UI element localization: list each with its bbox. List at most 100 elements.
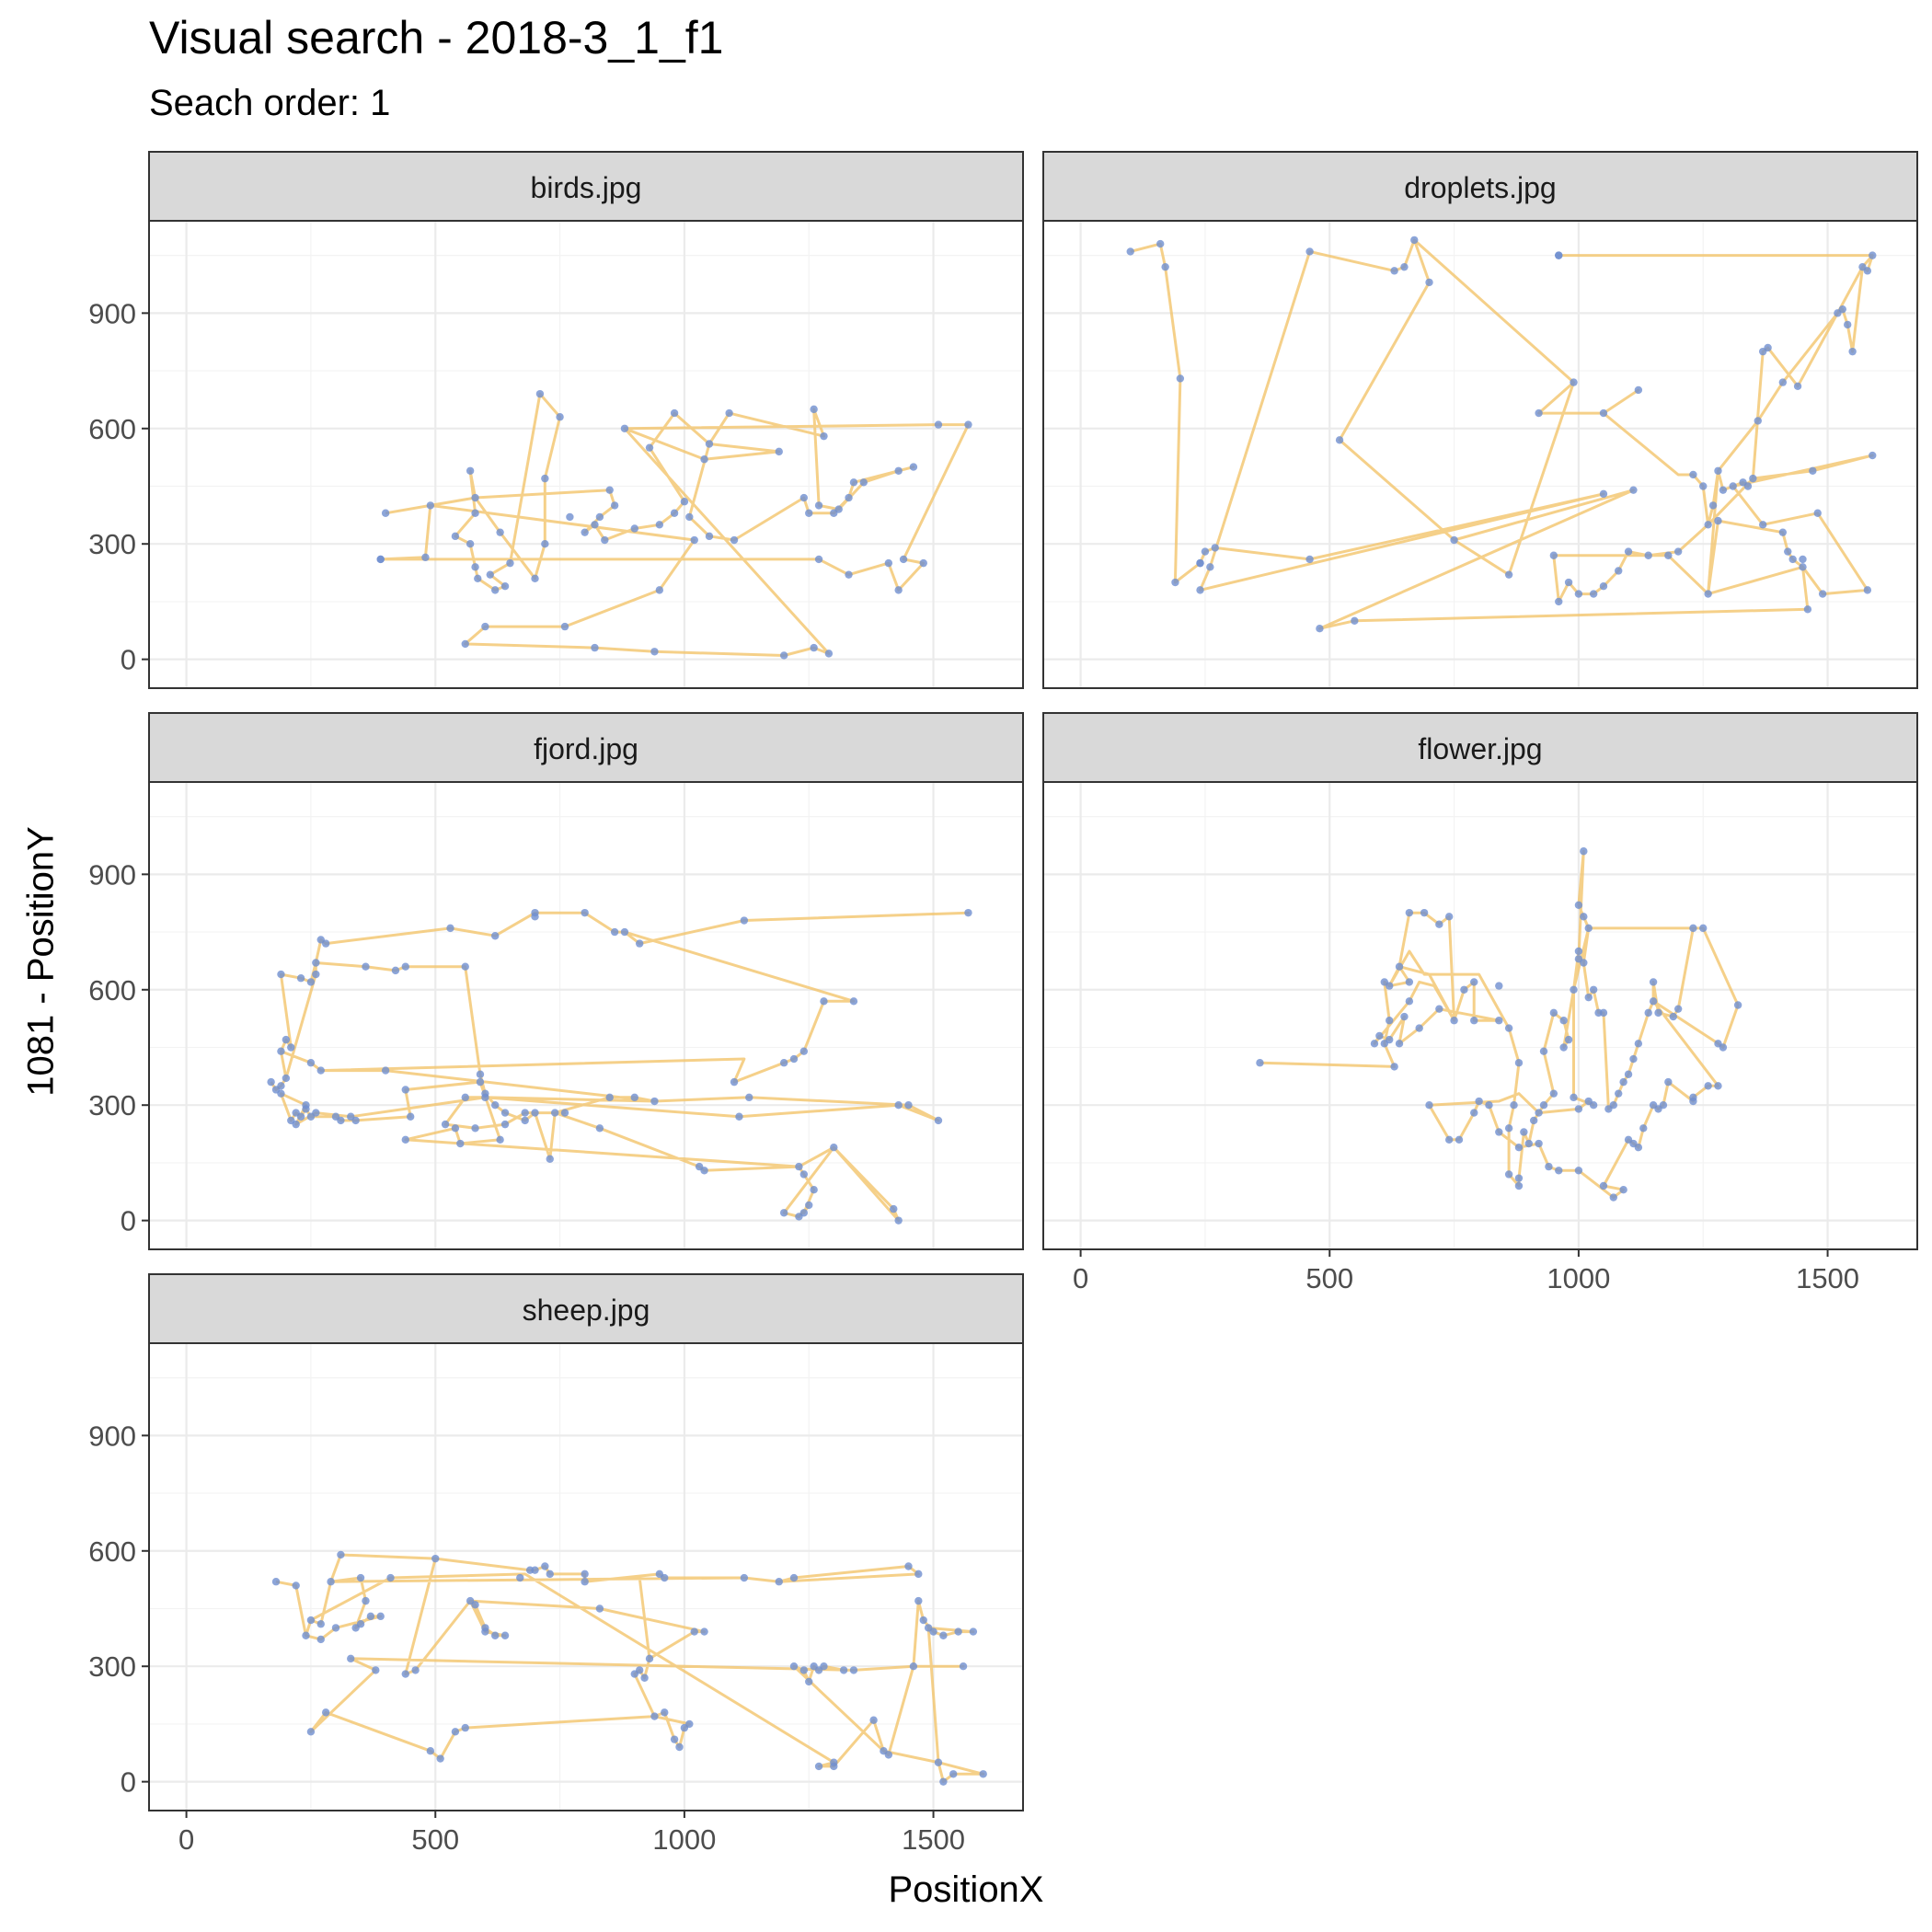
fixation-point <box>890 1204 898 1213</box>
fixation-point <box>471 563 479 571</box>
panel-birds: birds.jpg 0 300 600 900 <box>88 151 1024 689</box>
fixation-point <box>1470 978 1478 986</box>
fixation-point <box>740 1573 749 1582</box>
panel-droplets: droplets.jpg <box>1042 151 1918 689</box>
fixation-point <box>426 501 435 510</box>
fixation-point <box>296 974 305 983</box>
fixation-point <box>1206 563 1214 571</box>
fixation-point <box>1444 913 1454 921</box>
fixation-point <box>1400 262 1409 271</box>
fixation-point <box>1838 305 1847 314</box>
fixation-point <box>610 927 619 937</box>
fixation-point <box>775 1578 783 1586</box>
fixation-point <box>337 1550 345 1559</box>
fixation-point <box>306 1616 316 1625</box>
fixation-point <box>610 501 619 510</box>
fixation-point <box>1799 555 1807 564</box>
fixation-point <box>1793 382 1802 390</box>
fixation-point <box>1589 1101 1598 1110</box>
fixation-point <box>1704 590 1712 598</box>
fixation-point <box>849 478 858 487</box>
fixation-point <box>1599 1008 1608 1018</box>
fixation-point <box>919 1616 927 1625</box>
fixation-point <box>1634 385 1643 395</box>
fixation-point <box>474 574 482 583</box>
fixation-point <box>810 643 818 652</box>
fixation-point <box>1405 908 1414 917</box>
fixation-point <box>1799 563 1807 571</box>
fixation-point <box>496 528 504 536</box>
fixation-point <box>1848 347 1857 356</box>
fixation-point <box>820 997 828 1006</box>
fixation-point <box>1733 1001 1742 1009</box>
facet-strip <box>148 712 1024 783</box>
fixation-point <box>1869 451 1877 460</box>
fixation-point <box>1580 913 1588 921</box>
fixation-point <box>661 1573 669 1582</box>
fixation-point <box>924 1624 933 1632</box>
fixation-point <box>655 521 664 529</box>
fixation-point <box>779 651 788 660</box>
fixation-point <box>690 535 698 545</box>
fixation-point <box>1714 466 1722 475</box>
fixation-point <box>491 586 500 594</box>
facet-strip-label: birds.jpg <box>531 171 642 204</box>
fixation-point <box>705 440 714 448</box>
fixation-point <box>1788 555 1797 564</box>
scanpath-line <box>1130 238 1874 630</box>
fixation-point <box>795 1213 803 1221</box>
fixation-point <box>491 1631 500 1639</box>
fixation-point <box>451 532 460 541</box>
fixation-point <box>1649 978 1658 986</box>
fixation-point <box>1549 1008 1558 1018</box>
fixation-point <box>1455 1135 1464 1144</box>
fixation-point <box>1574 1167 1583 1175</box>
fixation-point <box>1699 924 1708 933</box>
fixation-point <box>1649 997 1658 1006</box>
fixation-point <box>1514 1174 1524 1182</box>
fixation-point <box>650 648 659 656</box>
fixation-point <box>775 447 783 456</box>
fixation-point <box>670 1735 679 1743</box>
fixation-point <box>531 574 539 583</box>
fixation-point <box>1211 544 1219 552</box>
fixation-point <box>401 1135 409 1144</box>
fixation-point <box>789 1054 799 1064</box>
y-tick-label: 0 <box>121 1766 136 1799</box>
fixation-point <box>550 1109 559 1117</box>
facet-strip <box>148 151 1024 222</box>
fixation-point <box>376 1612 385 1621</box>
fixation-point <box>1809 466 1817 475</box>
fixation-point <box>1699 482 1708 490</box>
fixation-point <box>1624 547 1633 556</box>
fixation-point <box>481 1093 489 1102</box>
x-tick-label: 500 <box>1305 1262 1353 1294</box>
fixation-point <box>1514 1144 1524 1152</box>
fixation-point <box>1395 962 1404 971</box>
fixation-point <box>401 1086 409 1094</box>
fixation-point <box>1555 251 1563 259</box>
fixation-point <box>481 1627 489 1636</box>
fixation-point <box>481 622 489 631</box>
fixation-point <box>391 966 400 975</box>
facet-strip <box>1042 712 1918 783</box>
fixation-point <box>560 622 569 631</box>
fixation-point <box>1729 482 1737 490</box>
fixation-point <box>306 978 316 986</box>
fixation-point <box>595 512 604 522</box>
fixation-point <box>789 1662 799 1671</box>
fixation-point <box>1609 1193 1618 1202</box>
fixation-point <box>1758 521 1767 529</box>
fixation-point <box>789 1573 799 1582</box>
fixation-point <box>556 413 564 421</box>
fixation-point <box>914 1596 923 1605</box>
fixation-point <box>306 1059 316 1067</box>
fixation-point <box>730 1077 739 1087</box>
fixation-point <box>914 1570 923 1579</box>
fixation-point <box>894 1101 903 1110</box>
fixation-point <box>635 1666 644 1674</box>
fixation-point <box>700 455 708 464</box>
panel-border <box>1042 220 1918 689</box>
fixation-point <box>1351 616 1359 626</box>
fixation-point <box>1520 1128 1528 1136</box>
